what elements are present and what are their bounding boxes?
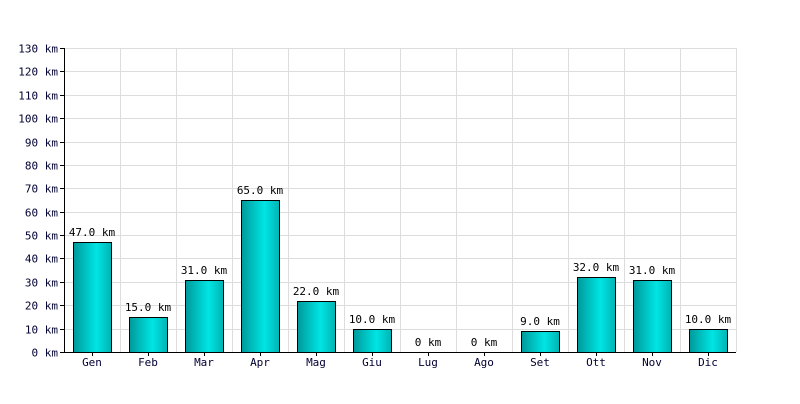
x-tick-label: Ago [474, 356, 494, 369]
x-tick-label: Gen [82, 356, 102, 369]
bar [73, 242, 112, 353]
y-tick-label: 0 km [32, 347, 59, 360]
data-label: 31.0 km [629, 264, 676, 277]
bar [521, 331, 560, 353]
y-tick-label: 90 km [25, 137, 58, 150]
data-label: 22.0 km [293, 285, 340, 298]
data-label: 0 km [471, 336, 498, 349]
bar [129, 317, 168, 353]
x-tick-label: Nov [642, 356, 662, 369]
data-label: 31.0 km [181, 264, 228, 277]
y-tick-label: 70 km [25, 183, 58, 196]
x-tick-label: Dic [698, 356, 718, 369]
y-tick-label: 110 km [18, 90, 58, 103]
axes [60, 48, 736, 356]
y-tick-label: 60 km [25, 207, 58, 220]
x-tick-label: Apr [250, 356, 270, 369]
gridlines [64, 48, 737, 352]
labels: 0 km 10 km 20 km 30 km 40 km 50 km 60 km 70 km 8… [18, 43, 731, 370]
y-tick-label: 50 km [25, 230, 58, 243]
x-tick-label: Ott [586, 356, 606, 369]
x-tick-label: Feb [138, 356, 158, 369]
data-label: 15.0 km [125, 301, 172, 314]
x-tick-label: Mar [194, 356, 214, 369]
data-label: 32.0 km [573, 261, 620, 274]
bar [689, 329, 728, 353]
y-tick-label: 20 km [25, 300, 58, 313]
x-tick-label: Lug [418, 356, 438, 369]
y-tick-label: 120 km [18, 66, 58, 79]
bar [353, 329, 392, 353]
x-tick-label: Giu [362, 356, 382, 369]
bars [73, 200, 728, 353]
y-tick-label: 10 km [25, 324, 58, 337]
data-label: 10.0 km [349, 313, 396, 326]
data-label: 65.0 km [237, 184, 284, 197]
y-tick-label: 100 km [18, 113, 58, 126]
bar [297, 301, 336, 353]
bar [577, 277, 616, 353]
y-tick-label: 130 km [18, 43, 58, 56]
data-label: 47.0 km [69, 226, 116, 239]
x-tick-label: Mag [306, 356, 326, 369]
x-tick-label: Set [530, 356, 550, 369]
bar [241, 200, 280, 353]
data-label: 9.0 km [520, 315, 560, 328]
y-tick-label: 80 km [25, 160, 58, 173]
y-tick-label: 40 km [25, 253, 58, 266]
y-tick-label: 30 km [25, 277, 58, 290]
bar [185, 280, 224, 353]
data-label: 0 km [415, 336, 442, 349]
bar [633, 280, 672, 353]
data-label: 10.0 km [685, 313, 732, 326]
